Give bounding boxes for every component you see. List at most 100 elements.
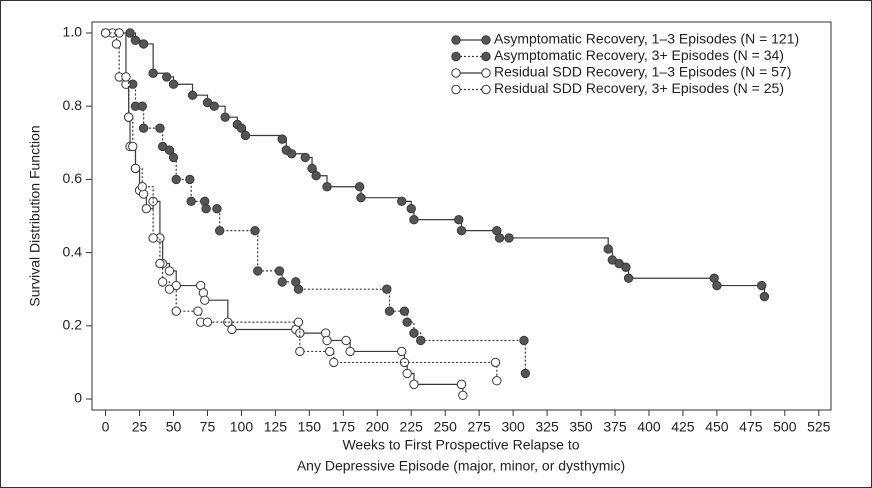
marker [185,174,195,185]
x-tick-label: 0 [102,419,110,435]
marker [409,328,419,338]
x-tick-label: 75 [200,419,216,435]
marker [202,317,213,327]
marker [111,39,122,49]
marker [341,335,351,346]
marker [227,324,237,335]
x-tick-label: 275 [467,419,491,435]
x-tick-label: 175 [332,419,356,435]
marker [329,357,339,368]
marker [397,346,407,357]
marker [456,225,467,236]
marker [397,196,407,207]
marker [759,291,770,302]
marker [454,214,464,225]
marker [209,101,219,111]
marker [492,376,502,386]
y-tick-label: 0.2 [63,317,83,333]
legend-label: Residual SDD Recovery, 3+ Episodes (N = … [494,80,784,96]
marker [712,280,722,291]
marker [494,233,505,243]
marker [322,182,332,192]
marker [128,141,138,152]
marker [125,28,135,38]
marker [187,90,198,100]
marker [623,273,634,283]
marker [123,112,134,122]
marker [212,203,222,214]
x-tick-label: 300 [501,419,525,435]
marker [406,203,416,214]
marker [345,346,355,357]
marker [757,280,767,291]
x-axis-label: Any Depressive Episode (major, minor, or… [297,458,625,474]
marker [164,284,175,294]
marker [193,306,203,316]
marker [130,163,141,174]
marker [300,152,310,163]
marker [155,258,165,269]
marker [520,368,531,379]
marker [277,277,287,287]
marker [409,379,419,390]
marker [384,306,395,316]
marker [519,335,529,346]
marker [164,145,175,155]
marker [155,123,165,133]
marker [399,306,410,316]
marker [603,244,613,254]
x-tick-label: 425 [671,419,695,435]
marker [168,152,179,163]
marker [121,72,131,82]
marker [138,123,149,133]
marker [325,346,335,357]
marker [148,68,158,78]
x-tick-label: 250 [434,419,458,435]
marker [148,233,158,243]
marker [458,390,468,401]
marker [186,196,196,207]
marker [307,163,317,174]
legend-marker [481,68,491,78]
marker [236,123,247,133]
legend-label: Residual SDD Recovery, 1–3 Episodes (N =… [494,64,791,80]
marker [138,39,149,49]
x-tick-label: 150 [298,419,322,435]
marker [402,368,412,379]
x-tick-label: 100 [230,419,254,435]
marker [402,317,412,327]
marker [311,171,321,181]
y-tick-label: 0 [74,390,82,406]
x-tick-label: 525 [807,419,831,435]
legend-marker [451,35,461,45]
marker [201,203,211,214]
x-tick-label: 450 [705,419,729,435]
marker [214,225,225,236]
marker [277,134,287,144]
x-tick-label: 325 [535,419,559,435]
x-tick-label: 200 [366,419,390,435]
plot-area [91,21,832,411]
marker [137,101,147,111]
marker [100,28,111,38]
x-tick-label: 500 [773,419,797,435]
marker [157,277,168,287]
marker [168,79,179,89]
x-tick-label: 25 [132,419,148,435]
y-tick-label: 0.4 [63,243,83,259]
y-tick-label: 1.0 [63,24,83,40]
y-tick-label: 0.8 [63,97,83,113]
marker [490,357,501,368]
marker [240,130,251,141]
legend-marker [481,84,491,95]
legend-marker [451,68,461,78]
legend-marker [451,84,461,95]
marker [171,174,181,185]
x-tick-label: 375 [603,419,627,435]
marker [416,335,426,346]
marker [322,335,332,346]
marker [162,72,172,82]
x-tick-label: 350 [569,419,593,435]
